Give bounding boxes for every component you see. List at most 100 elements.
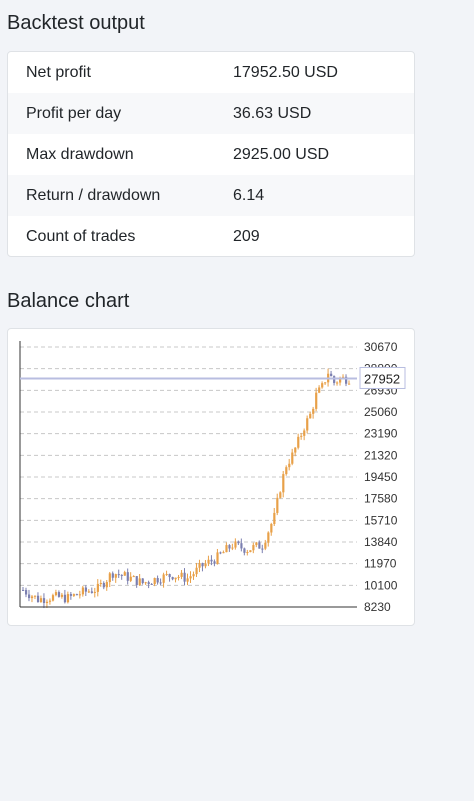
- last-value-label: 27952: [364, 371, 400, 386]
- candle-body: [255, 542, 258, 546]
- candle-body: [294, 447, 297, 453]
- candle-body: [216, 552, 219, 564]
- candle-body: [207, 559, 210, 564]
- last-value-box: [359, 366, 406, 389]
- candle-body: [120, 574, 123, 576]
- candle-body: [66, 594, 70, 603]
- count-of-trades-value: 209: [233, 227, 260, 245]
- y-tick-label: 10100: [364, 578, 398, 592]
- candle-body: [342, 376, 345, 378]
- candle-body: [264, 542, 267, 549]
- backtest-output-title: Backtest output: [7, 12, 145, 34]
- balance-chart-card: 3067028800269302506023190213201945017580…: [7, 328, 415, 626]
- candle-body: [231, 547, 234, 549]
- candle-body: [288, 463, 291, 468]
- candle-body: [321, 383, 324, 388]
- candle-body: [297, 436, 300, 448]
- candle-body: [156, 578, 159, 583]
- candle-body: [99, 582, 102, 584]
- candle-body: [132, 576, 135, 578]
- y-tick-label: 8230: [364, 600, 391, 614]
- count-of-trades-label: Count of trades: [26, 227, 136, 245]
- candle-body: [279, 492, 282, 498]
- candle-body: [276, 497, 279, 513]
- candle-body: [246, 552, 249, 554]
- balance-chart-title: Balance chart: [7, 290, 130, 312]
- candle-body: [339, 377, 342, 383]
- candle-body: [72, 594, 76, 596]
- candle-body: [87, 591, 90, 593]
- candle-body: [51, 595, 55, 601]
- candle-body: [300, 435, 303, 437]
- candle-body: [150, 583, 153, 585]
- candle-body: [171, 577, 174, 580]
- candle-body: [336, 382, 339, 384]
- candle-body: [78, 594, 82, 596]
- candle-body: [57, 592, 61, 597]
- max-drawdown-label: Max drawdown: [26, 145, 134, 163]
- candle-body: [306, 418, 309, 431]
- profit-per-day-label: Profit per day: [26, 104, 122, 122]
- return-drawdown-label: Return / drawdown: [26, 186, 161, 204]
- candle-body: [162, 574, 165, 583]
- backtest-stats-table: Net profit 17952.50 USD Profit per day 3…: [7, 51, 415, 257]
- balance-chart[interactable]: 3067028800269302506023190213201945017580…: [8, 329, 416, 627]
- candle-body: [63, 594, 67, 603]
- candle-body: [174, 577, 177, 580]
- candle-body: [282, 474, 285, 493]
- candle-body: [183, 572, 186, 582]
- candle-body: [195, 567, 198, 575]
- candle-body: [303, 430, 306, 436]
- candle-body: [324, 382, 327, 384]
- candle-body: [177, 576, 180, 578]
- candle-body: [138, 578, 141, 586]
- table-row: Max drawdown 2925.00 USD: [8, 134, 414, 175]
- y-tick-label: 11970: [364, 557, 397, 571]
- candle-body: [261, 548, 264, 550]
- candle-body: [270, 524, 273, 533]
- candle-body: [213, 561, 216, 564]
- candle-body: [315, 392, 318, 409]
- candle-body: [252, 545, 255, 551]
- candle-body: [222, 552, 225, 554]
- candle-body: [36, 595, 40, 602]
- candle-body: [96, 583, 99, 592]
- candle-body: [204, 563, 207, 567]
- candle-body: [237, 541, 240, 544]
- candle-body: [135, 576, 138, 586]
- candle-body: [345, 376, 348, 384]
- candle-body: [60, 594, 64, 597]
- candle-body: [186, 578, 189, 582]
- table-row: Profit per day 36.63 USD: [8, 93, 414, 134]
- candle-body: [141, 578, 144, 584]
- candle-body: [228, 545, 231, 549]
- candle-body: [168, 574, 171, 578]
- table-row: Net profit 17952.50 USD: [8, 52, 414, 93]
- candle-body: [210, 559, 213, 562]
- candle-body: [27, 594, 31, 599]
- candle-body: [90, 591, 93, 593]
- candle-body: [180, 572, 183, 577]
- candle-body: [198, 563, 201, 568]
- candle-body: [33, 595, 37, 597]
- candle-body: [333, 376, 336, 383]
- y-tick-label: 30670: [364, 340, 398, 354]
- candle-body: [189, 576, 192, 579]
- candle-body: [201, 563, 204, 567]
- candle-body: [22, 589, 25, 591]
- candle-body: [114, 574, 117, 578]
- candle-body: [54, 592, 58, 596]
- candle-body: [159, 582, 162, 584]
- candle-body: [45, 601, 49, 604]
- candle-body: [219, 552, 222, 554]
- candle-body: [81, 587, 85, 595]
- max-drawdown-value: 2925.00 USD: [233, 145, 330, 163]
- candle-body: [225, 545, 228, 553]
- candle-body: [126, 572, 129, 581]
- candle-body: [105, 582, 108, 588]
- candle-body: [243, 548, 246, 553]
- candle-body: [267, 532, 270, 543]
- table-row: Return / drawdown 6.14: [8, 175, 414, 216]
- candle-body: [117, 574, 120, 576]
- candle-body: [147, 582, 150, 584]
